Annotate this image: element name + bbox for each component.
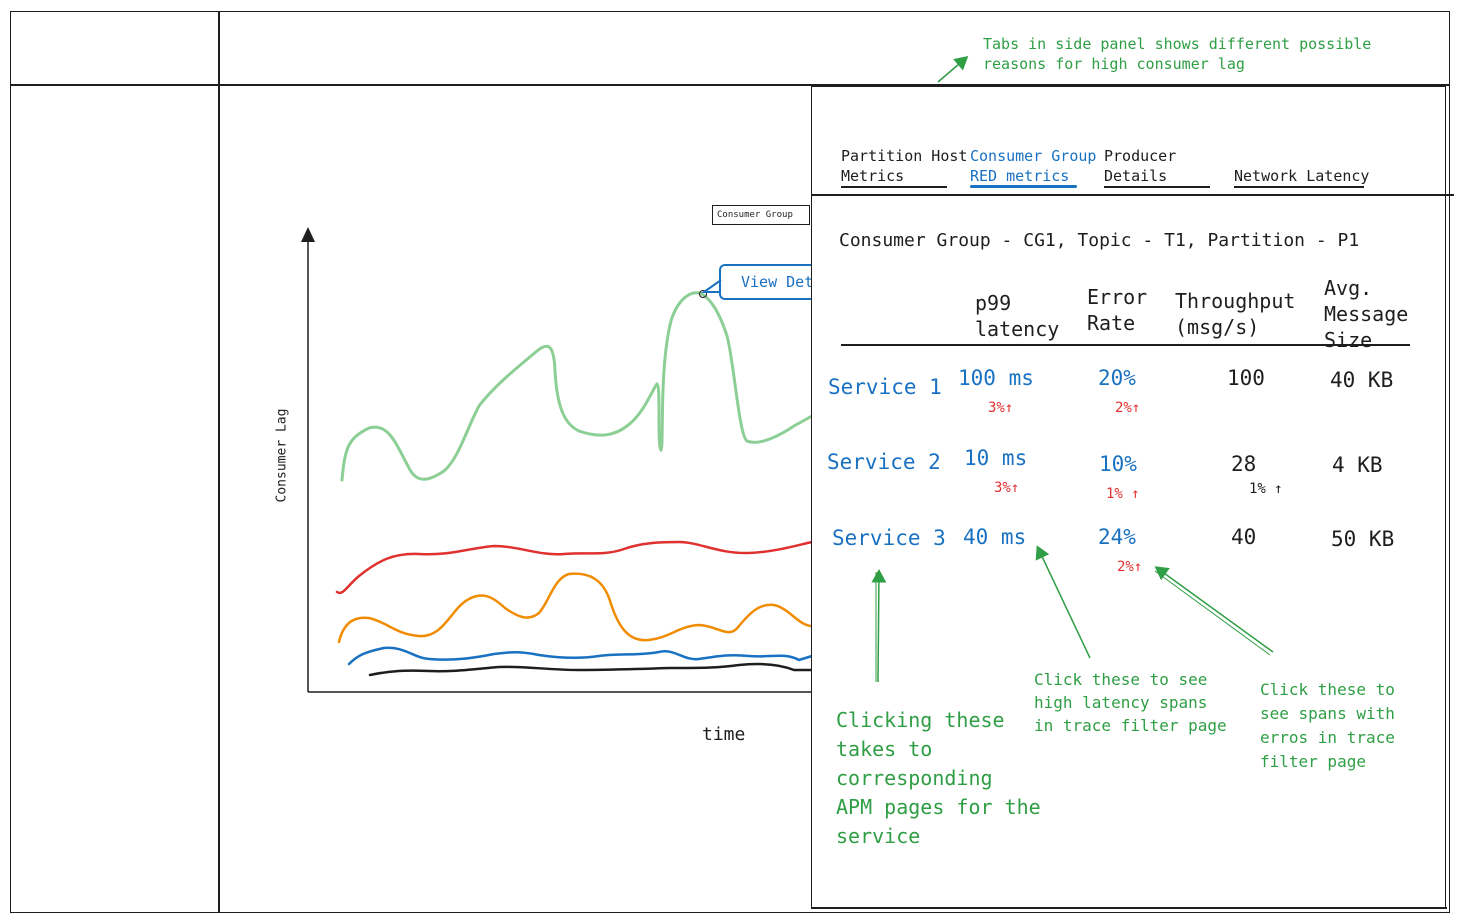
error-rate-value-1[interactable]: 20% xyxy=(1098,366,1136,390)
tab-network-latency-underline xyxy=(1234,186,1364,188)
latency-value-2[interactable]: 10 ms xyxy=(964,446,1028,470)
latency-delta-2: 3%↑ xyxy=(994,480,1020,496)
app-frame xyxy=(10,11,1450,913)
consumer-lag-chart xyxy=(301,227,814,693)
series-green-line xyxy=(340,291,814,482)
tab-partition-host-metrics-underline xyxy=(841,186,947,188)
side-panel xyxy=(811,86,1446,908)
error-delta-1: 2%↑ xyxy=(1115,400,1141,416)
latency-value-3[interactable]: 40 ms xyxy=(963,525,1027,549)
service-link-3[interactable]: Service 3 xyxy=(832,526,946,550)
message-size-value-1: 40 KB xyxy=(1330,368,1394,392)
service-link-1[interactable]: Service 1 xyxy=(828,375,942,399)
error-note-arrow-2 xyxy=(1154,570,1271,656)
hover-point xyxy=(699,290,707,298)
latency-note-arrow xyxy=(1035,545,1091,659)
latency-delta-1: 3%↑ xyxy=(988,400,1014,416)
view-details-button[interactable]: View Det xyxy=(719,264,819,300)
panel-context-title: Consumer Group - CG1, Topic - T1, Partit… xyxy=(839,230,1360,251)
column-header-p99-latency: p99 latency xyxy=(975,291,1060,341)
services-annotation: Clicking these takes to corresponding AP… xyxy=(836,708,1041,848)
tabs-divider xyxy=(812,194,1454,196)
error-delta-2: 1% ↑ xyxy=(1106,486,1140,502)
throughput-delta-2: 1% ↑ xyxy=(1249,481,1283,497)
series-black-line xyxy=(368,662,814,677)
error-delta-3: 2%↑ xyxy=(1117,559,1143,575)
series-orange-line xyxy=(337,572,814,644)
error-rate-value-2[interactable]: 10% xyxy=(1099,452,1137,476)
column-header-throughput: Throughput (msg/s) xyxy=(1175,289,1296,339)
service-link-2[interactable]: Service 2 xyxy=(827,450,941,474)
throughput-value-3: 40 xyxy=(1231,525,1257,549)
error-annotation: Click these to see spans with erros in t… xyxy=(1260,680,1395,771)
tabs-annotation: Tabs in side panel shows different possi… xyxy=(983,35,1372,73)
view-details-label: View Det xyxy=(741,273,814,291)
tab-consumer-group-red-metrics-underline xyxy=(970,185,1077,188)
tab-producer-details[interactable]: Producer Details xyxy=(1104,147,1177,185)
column-header-avg-message-size: Avg. Message Size xyxy=(1324,276,1409,352)
view-details-connector xyxy=(700,279,722,293)
message-size-value-3: 50 KB xyxy=(1331,527,1395,551)
latency-value-1[interactable]: 100 ms xyxy=(958,366,1034,390)
throughput-value-2: 28 xyxy=(1231,452,1257,476)
tab-network-latency[interactable]: Network Latency xyxy=(1234,167,1370,185)
tab-consumer-group-red-metrics[interactable]: Consumer Group RED metrics xyxy=(970,147,1097,185)
tooltip-consumer-group: Consumer Group xyxy=(712,205,810,225)
latency-annotation: Click these to see high latency spans in… xyxy=(1034,670,1227,735)
series-red-line xyxy=(335,540,814,595)
series-blue-line xyxy=(347,646,814,666)
throughput-value-1: 100 xyxy=(1227,366,1265,390)
tabs-note-arrow xyxy=(937,56,969,83)
error-note-arrow xyxy=(1154,566,1274,653)
message-size-value-2: 4 KB xyxy=(1332,453,1383,477)
column-header-error-rate: Error Rate xyxy=(1087,285,1148,335)
sidebar-divider xyxy=(218,11,220,913)
side-panel-bottom xyxy=(811,907,1447,909)
header-divider-line xyxy=(841,344,1410,346)
error-rate-value-3[interactable]: 24% xyxy=(1098,525,1136,549)
header-divider xyxy=(10,84,1450,86)
x-axis-label: time xyxy=(702,724,746,745)
tab-partition-host-metrics[interactable]: Partition Host Metrics xyxy=(841,147,968,185)
y-axis-arrow xyxy=(301,227,315,242)
tab-producer-details-underline xyxy=(1104,186,1210,188)
services-note-arrow xyxy=(871,569,887,683)
